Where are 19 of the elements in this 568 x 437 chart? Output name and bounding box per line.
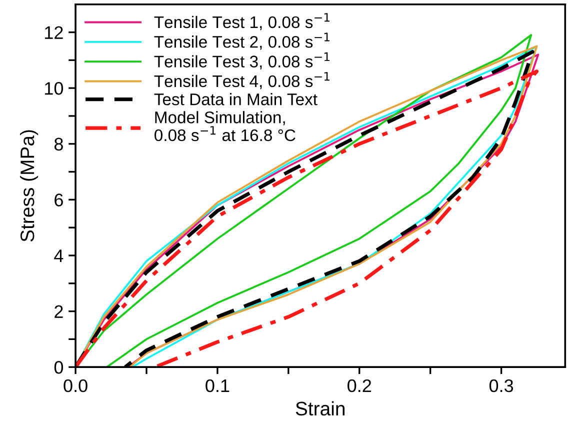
- y-tick-label: 12: [45, 26, 63, 39]
- y-axis-title: Stress (MPa): [20, 130, 38, 242]
- legend-label: Tensile Test 1, 0.08 s$^{−1}$: [154, 13, 330, 30]
- legend-label: Tensile Test 3, 0.08 s$^{−1}$: [154, 52, 330, 70]
- y-tick-label: 0: [54, 361, 64, 374]
- x-tick-label: 0.3: [489, 379, 514, 392]
- x-tick-label: 0.2: [348, 379, 372, 392]
- legend-label: Tensile Test 4, 0.08 s$^{−1}$: [154, 72, 330, 90]
- legend-label: Test Data in Main Text: [154, 93, 318, 106]
- y-tick-label: 10: [45, 82, 64, 95]
- y-tick-label: 8: [54, 138, 63, 151]
- x-tick-label: 0.0: [64, 379, 88, 392]
- legend-label: Tensile Test 2, 0.08 s$^{−1}$: [154, 32, 330, 50]
- y-tick-label: 6: [54, 194, 63, 206]
- y-tick-label: 4: [54, 250, 64, 262]
- x-tick-label: 0.1: [206, 379, 230, 392]
- legend-label: Model Simulation, 0.08 s$^{−1}$ at 16.8 °C: [154, 111, 296, 142]
- y-tick-label: 2: [54, 305, 63, 318]
- x-axis-title: Strain: [296, 401, 344, 416]
